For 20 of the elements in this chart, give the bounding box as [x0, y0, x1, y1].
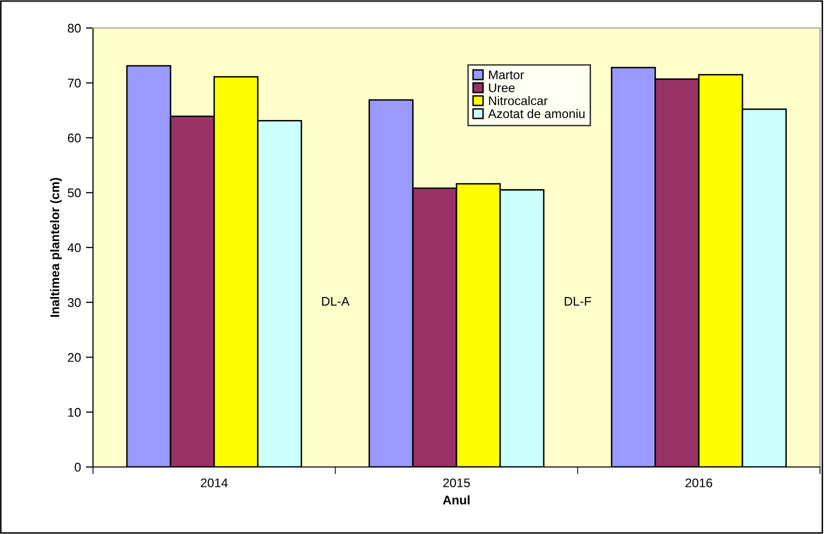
y-axis-title: Inaltimea plantelor (cm) — [50, 178, 62, 317]
x-tick-label: 2016 — [686, 478, 712, 488]
legend-label: Azotat de amoniu — [488, 108, 585, 118]
y-tick-label: 70 — [68, 78, 81, 88]
annotation: DL-F — [564, 297, 592, 306]
legend-label: Uree — [489, 83, 515, 92]
y-tick-label: 20 — [68, 353, 81, 362]
legend-label: Martor — [489, 70, 524, 80]
annotation: DL-A — [322, 297, 350, 306]
y-tick-label: 80 — [68, 24, 81, 33]
x-axis-title: Anul — [442, 495, 470, 504]
x-tick-label: 2014 — [200, 478, 228, 488]
y-tick-label: 40 — [68, 243, 81, 252]
y-tick-label: 50 — [68, 188, 81, 198]
y-tick-label: 0 — [74, 462, 81, 472]
x-tick-label: 2015 — [443, 478, 470, 488]
y-tick-label: 10 — [68, 408, 81, 417]
legend-label: Nitrocalcar — [489, 96, 548, 106]
y-tick-label: 60 — [68, 134, 81, 142]
y-tick-label: 30 — [68, 298, 81, 308]
